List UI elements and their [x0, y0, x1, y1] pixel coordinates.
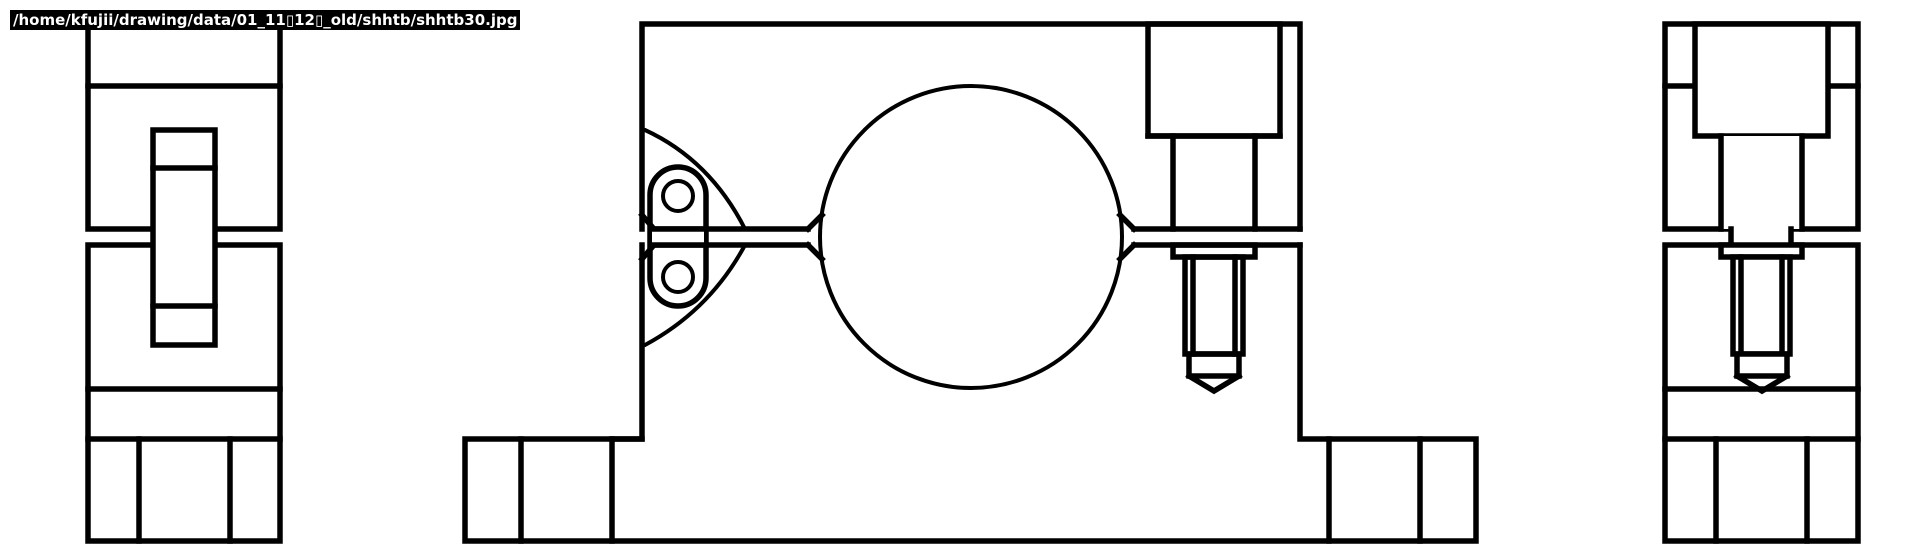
right-bolt-tip — [1734, 351, 1790, 379]
bolt-head — [1145, 21, 1283, 139]
side-view-left — [85, 23, 283, 544]
hinge-pin-upper — [661, 179, 695, 213]
hinge-slot — [647, 164, 709, 309]
front-lower-outline — [462, 242, 1479, 544]
front-view — [462, 21, 1479, 544]
left-clamp-block — [150, 127, 218, 348]
hinge-pin-lower — [661, 260, 695, 294]
bolt-drill-point — [1185, 372, 1243, 395]
side-view-right — [1662, 21, 1861, 544]
file-path-title: /home/kfujii/drawing/data/01_11▯12▯_old/… — [10, 10, 521, 30]
shaft-bore — [818, 84, 1124, 390]
right-bolt-drill-point — [1733, 372, 1791, 395]
front-upper-outline — [639, 21, 1303, 232]
hinge-arc — [643, 128, 747, 347]
bolt-tip — [1186, 351, 1242, 379]
